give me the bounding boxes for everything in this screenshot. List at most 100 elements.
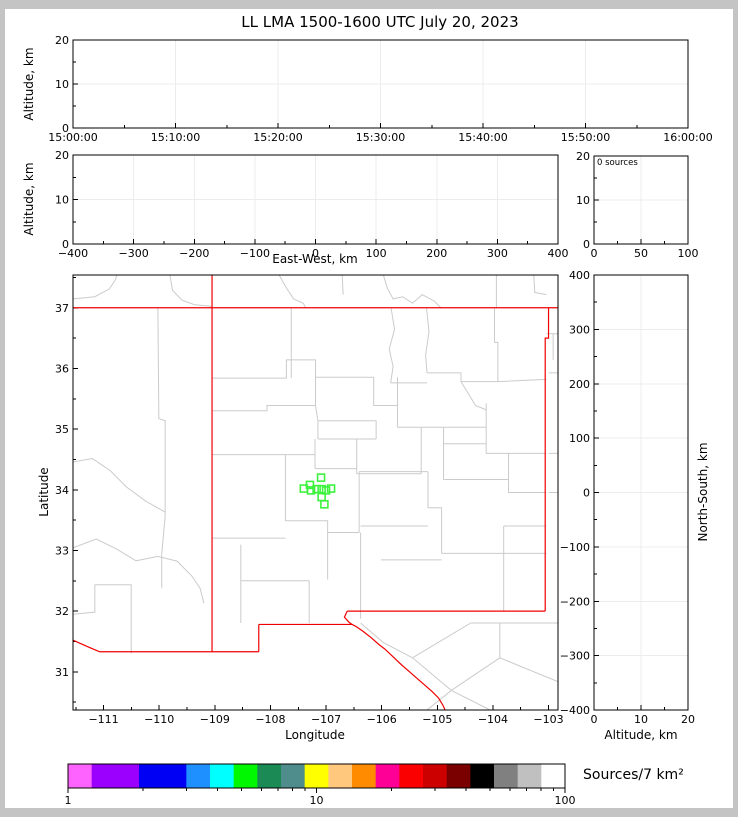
svg-text:10: 10 [634, 713, 648, 726]
svg-text:20: 20 [55, 34, 69, 47]
svg-text:−100: −100 [240, 247, 270, 260]
colorbar-segment [541, 764, 566, 788]
svg-text:100: 100 [678, 247, 699, 260]
colorbar-segment [517, 764, 542, 788]
colorbar-segment [352, 764, 377, 788]
lma-station-marker [326, 484, 336, 493]
colorbar-segment [304, 764, 329, 788]
svg-text:10: 10 [55, 194, 69, 207]
svg-text:0: 0 [62, 122, 69, 135]
svg-text:15:50:00: 15:50:00 [561, 131, 610, 144]
colorbar-segment [68, 764, 93, 788]
svg-text:300: 300 [487, 247, 508, 260]
svg-text:100: 100 [555, 794, 576, 807]
svg-text:400: 400 [548, 247, 569, 260]
altitude-histogram-panel: 0 50 100 0 10 20 [576, 150, 699, 260]
colorbar-segment [210, 764, 235, 788]
svg-text:15:30:00: 15:30:00 [356, 131, 405, 144]
map-xlabel: Longitude [285, 728, 345, 742]
colorbar-segment [162, 764, 187, 788]
lma-station-markers [299, 473, 336, 509]
svg-text:−106: −106 [367, 713, 397, 726]
ew-panel-xlabel: East-West, km [272, 252, 358, 266]
svg-text:15:00:00: 15:00:00 [48, 131, 97, 144]
colorbar-segment [257, 764, 282, 788]
time-altitude-panel: 15:00:00 15:10:00 15:20:00 15:30:00 15:40:00… [48, 34, 712, 144]
svg-text:200: 200 [569, 378, 590, 391]
svg-text:−100: −100 [560, 541, 590, 554]
plot-area: 15:00:00 15:10:00 15:20:00 15:30:00 15:40:00… [48, 34, 712, 807]
ns-panel-xlabel: Altitude, km [604, 728, 678, 742]
svg-text:100: 100 [366, 247, 387, 260]
colorbar-segment [328, 764, 353, 788]
svg-text:1: 1 [65, 794, 72, 807]
svg-text:0: 0 [583, 487, 590, 500]
lma-station-marker [320, 500, 329, 509]
svg-text:0: 0 [591, 247, 598, 260]
svg-text:0: 0 [62, 238, 69, 251]
svg-text:−111: −111 [88, 713, 118, 726]
svg-text:20: 20 [681, 713, 695, 726]
eastwest-altitude-panel: −400 −300 −200 −100 0 100 200 300 400 0 10 20 [55, 149, 569, 260]
ew-panel-ylabel: Altitude, km [22, 162, 36, 236]
svg-text:33: 33 [55, 544, 69, 557]
svg-text:−400: −400 [58, 247, 88, 260]
figure-canvas: 15:00:00 15:10:00 15:20:00 15:30:00 15:40:00… [5, 9, 733, 808]
svg-text:31: 31 [55, 666, 69, 679]
colorbar-segment [281, 764, 306, 788]
svg-text:−109: −109 [200, 713, 230, 726]
figure-title: LL LMA 1500-1600 UTC July 20, 2023 [241, 13, 519, 31]
colorbar-segment [470, 764, 495, 788]
svg-text:35: 35 [55, 423, 69, 436]
svg-text:10: 10 [310, 794, 324, 807]
colorbar-segment [186, 764, 211, 788]
svg-text:200: 200 [426, 247, 447, 260]
svg-text:−108: −108 [255, 713, 285, 726]
time-panel-ylabel: Altitude, km [22, 47, 36, 121]
svg-text:100: 100 [569, 432, 590, 445]
svg-text:0: 0 [583, 238, 590, 251]
svg-text:−200: −200 [179, 247, 209, 260]
ns-panel-ylabel: North-South, km [696, 442, 710, 542]
colorbar-segment [139, 764, 164, 788]
colorbar-segment [423, 764, 448, 788]
svg-text:16:00:00: 16:00:00 [663, 131, 712, 144]
svg-text:36: 36 [55, 362, 69, 375]
svg-text:−104: −104 [478, 713, 508, 726]
svg-text:300: 300 [569, 323, 590, 336]
map-ylabel: Latitude [37, 467, 51, 517]
svg-text:15:10:00: 15:10:00 [151, 131, 200, 144]
svg-text:−300: −300 [560, 650, 590, 663]
svg-text:10: 10 [55, 78, 69, 91]
svg-text:400: 400 [569, 269, 590, 282]
svg-text:37: 37 [55, 302, 69, 315]
svg-text:−103: −103 [533, 713, 563, 726]
svg-text:50: 50 [634, 247, 648, 260]
colorbar-segment [375, 764, 400, 788]
colorbar-segment [115, 764, 140, 788]
lma-station-marker [312, 484, 321, 494]
svg-text:−110: −110 [144, 713, 174, 726]
svg-text:20: 20 [55, 149, 69, 162]
svg-text:15:20:00: 15:20:00 [253, 131, 302, 144]
svg-text:15:40:00: 15:40:00 [458, 131, 507, 144]
svg-text:0: 0 [312, 247, 319, 260]
colorbar-segment [446, 764, 471, 788]
svg-text:34: 34 [55, 484, 69, 497]
svg-text:10: 10 [576, 194, 590, 207]
svg-text:0: 0 [591, 713, 598, 726]
svg-text:−107: −107 [311, 713, 341, 726]
colorbar-label: Sources/7 km² [583, 767, 684, 783]
colorbar-segment [233, 764, 258, 788]
svg-text:−105: −105 [422, 713, 452, 726]
svg-text:32: 32 [55, 605, 69, 618]
colorbar: 1 10 100 [65, 763, 576, 807]
svg-text:−200: −200 [560, 595, 590, 608]
plan-view-map-panel: −111 −110 −109 −108 −107 −106 −105 −104 −103 31 32… [55, 274, 564, 726]
lma-station-marker [317, 484, 326, 494]
svg-text:−400: −400 [560, 704, 590, 717]
lma-station-marker [316, 473, 326, 482]
lma-station-marker [321, 486, 331, 495]
svg-text:−300: −300 [119, 247, 149, 260]
